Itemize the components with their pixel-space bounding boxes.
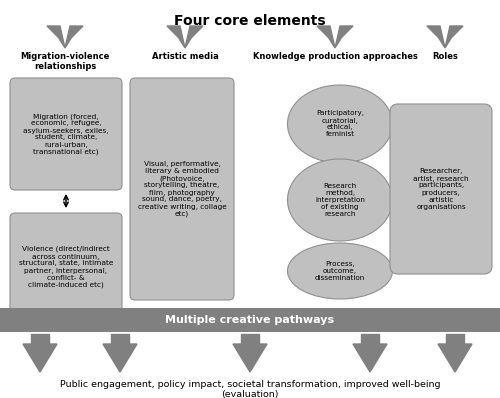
- FancyBboxPatch shape: [10, 78, 122, 190]
- Polygon shape: [241, 334, 259, 344]
- Text: Migration (forced,
economic, refugee,
asylum-seekers, exiles,
student, climate,
: Migration (forced, economic, refugee, as…: [23, 113, 109, 155]
- Text: Artistic media: Artistic media: [152, 52, 218, 61]
- Text: Researcher,
artist, research
participants,
producers,
artistic
organisations: Researcher, artist, research participant…: [413, 168, 469, 209]
- Text: Public engagement, policy impact, societal transformation, improved well-being
(: Public engagement, policy impact, societ…: [60, 380, 440, 398]
- FancyBboxPatch shape: [10, 213, 122, 321]
- Polygon shape: [31, 334, 49, 344]
- Polygon shape: [185, 26, 203, 48]
- Polygon shape: [446, 334, 464, 344]
- Polygon shape: [111, 334, 129, 344]
- Text: Violence (direct/indirect
across continuum,
structural, state, intimate
partner,: Violence (direct/indirect across continu…: [19, 246, 113, 288]
- Polygon shape: [23, 344, 57, 372]
- Ellipse shape: [288, 159, 393, 241]
- Text: Migration-violence
relationships: Migration-violence relationships: [20, 52, 110, 71]
- Polygon shape: [103, 344, 137, 372]
- FancyBboxPatch shape: [390, 104, 492, 274]
- FancyBboxPatch shape: [130, 78, 234, 300]
- Text: Roles: Roles: [432, 52, 458, 61]
- Polygon shape: [167, 26, 185, 48]
- Polygon shape: [47, 26, 65, 48]
- Ellipse shape: [288, 85, 393, 163]
- Text: Four core elements: Four core elements: [174, 14, 326, 28]
- Text: Multiple creative pathways: Multiple creative pathways: [166, 315, 334, 325]
- Polygon shape: [353, 344, 387, 372]
- Text: Research
method,
interpretation
of existing
research: Research method, interpretation of exist…: [315, 183, 365, 217]
- Polygon shape: [335, 26, 353, 48]
- Polygon shape: [438, 344, 472, 372]
- Text: Participatory,
curatorial,
ethical,
feminist: Participatory, curatorial, ethical, femi…: [316, 111, 364, 137]
- Polygon shape: [317, 26, 335, 48]
- Polygon shape: [65, 26, 83, 48]
- Text: Knowledge production approaches: Knowledge production approaches: [252, 52, 418, 61]
- Polygon shape: [445, 26, 463, 48]
- Text: Visual, performative,
literary & embodied
(Photovoice,
storytelling, theatre,
fi: Visual, performative, literary & embodie…: [138, 161, 226, 217]
- Ellipse shape: [288, 243, 393, 299]
- Polygon shape: [233, 344, 267, 372]
- Polygon shape: [361, 334, 379, 344]
- Bar: [0, 308, 500, 332]
- Text: Process,
outcome,
dissemination: Process, outcome, dissemination: [315, 261, 365, 281]
- Polygon shape: [427, 26, 445, 48]
